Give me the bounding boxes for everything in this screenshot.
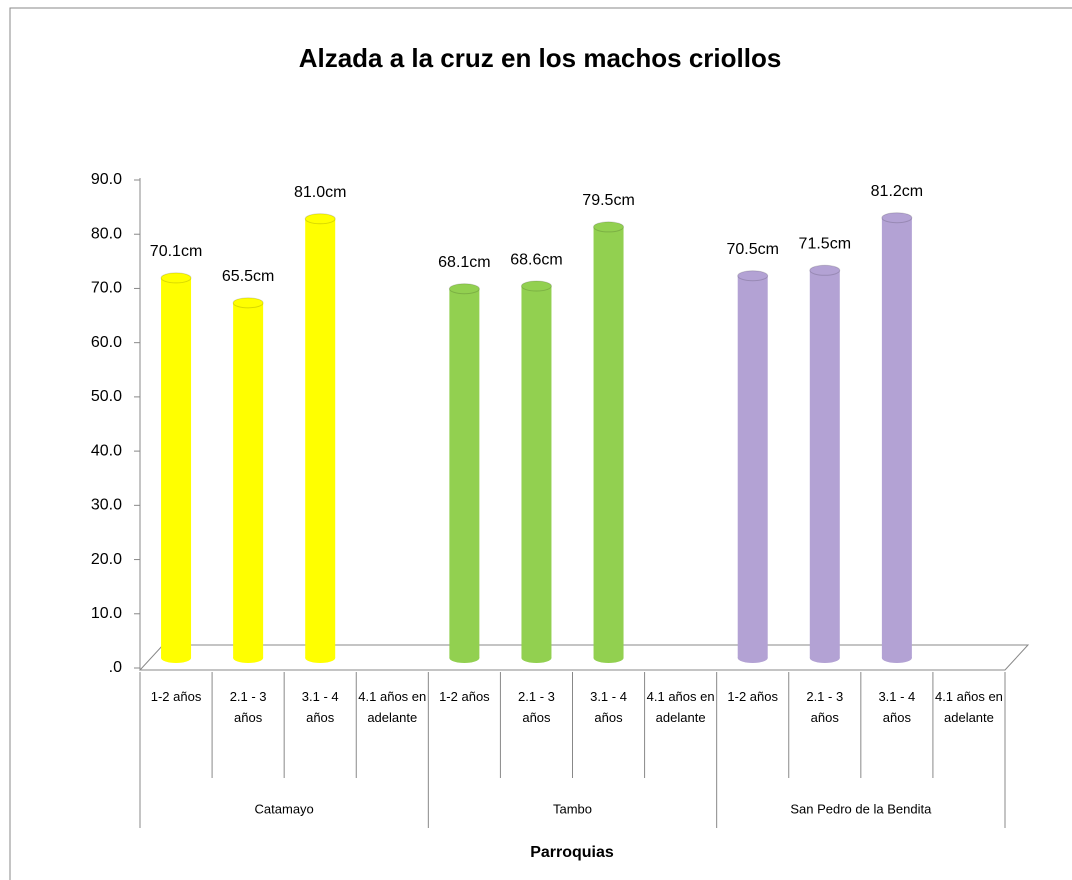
bar	[160, 272, 192, 663]
bar-body	[161, 277, 192, 658]
x-axis-title: Parroquias	[530, 844, 614, 861]
bar-top	[160, 272, 192, 284]
value-label: 68.1cm	[438, 254, 490, 271]
bar-top	[809, 264, 841, 276]
bar-top	[593, 221, 625, 233]
y-tick-label: 40.0	[91, 442, 122, 459]
bar-top	[881, 212, 913, 224]
group-label: Tambo	[553, 801, 592, 816]
bar-base	[737, 653, 768, 663]
x-tick-label: 2.1 - 3 años	[518, 689, 555, 725]
bar-base	[449, 653, 480, 663]
bar-body	[809, 270, 840, 658]
bar	[448, 283, 480, 663]
x-tick-label: 2.1 - 3 años	[806, 689, 844, 725]
bar-top	[448, 283, 480, 295]
bar-base	[233, 653, 264, 663]
value-label: 68.6cm	[510, 251, 562, 268]
bar-base	[161, 653, 192, 663]
bar-base	[593, 653, 624, 663]
bar	[304, 213, 336, 663]
bar-base	[521, 653, 552, 663]
value-label: 70.5cm	[726, 241, 778, 258]
bar-body	[305, 218, 336, 659]
value-label: 65.5cm	[222, 268, 274, 285]
bar	[232, 297, 264, 663]
bar	[520, 280, 552, 663]
x-tick-label: 1-2 años	[439, 689, 490, 704]
floor	[138, 644, 1030, 671]
value-label: 81.0cm	[294, 184, 346, 201]
bar-top	[737, 270, 769, 282]
y-tick-label: 80.0	[91, 225, 122, 242]
value-label: 71.5cm	[799, 236, 851, 253]
bar-base	[305, 653, 336, 663]
x-tick-label: 1-2 años	[727, 689, 778, 704]
bar	[809, 264, 841, 663]
bar-body	[737, 275, 768, 658]
y-tick-label: 10.0	[91, 605, 122, 622]
y-tick-label: 50.0	[91, 388, 122, 405]
bar-top	[304, 213, 336, 225]
x-tick-label: 3.1 - 4 años	[590, 689, 627, 725]
value-label: 81.2cm	[871, 183, 923, 200]
bar-top	[232, 297, 264, 309]
x-tick-label: 1-2 años	[150, 689, 202, 704]
x-tick-label: 2.1 - 3 años	[229, 689, 267, 725]
y-tick-label: 70.0	[91, 280, 122, 297]
bar	[881, 212, 913, 663]
bar	[737, 270, 769, 663]
bar-body	[233, 302, 264, 658]
bar-base	[809, 653, 840, 663]
bar-body	[593, 226, 624, 658]
chart-title: Alzada a la cruz en los machos criollos	[299, 43, 782, 73]
y-tick-label: 20.0	[91, 551, 122, 568]
bar-top	[520, 280, 552, 292]
bar-body	[881, 217, 912, 658]
y-tick-label: 30.0	[91, 497, 122, 514]
y-tick-label: 90.0	[91, 171, 122, 188]
y-tick-label: 60.0	[91, 334, 122, 351]
group-label: Catamayo	[255, 801, 314, 816]
x-tick-label: 4.1 años en adelante	[934, 689, 1003, 725]
x-tick-label: 3.1 - 4 años	[301, 689, 339, 725]
value-label: 79.5cm	[582, 192, 634, 209]
bar	[593, 221, 625, 663]
x-tick-label: 3.1 - 4 años	[878, 689, 916, 725]
value-label: 70.1cm	[150, 243, 202, 260]
bar-body	[449, 288, 480, 658]
bar-body	[521, 286, 552, 658]
x-tick-label: 4.1 años en adelante	[646, 689, 715, 725]
bar-base	[881, 653, 912, 663]
group-label: San Pedro de la Bendita	[790, 801, 932, 816]
y-tick-label: .0	[109, 659, 122, 676]
x-tick-label: 4.1 años en adelante	[358, 689, 427, 725]
